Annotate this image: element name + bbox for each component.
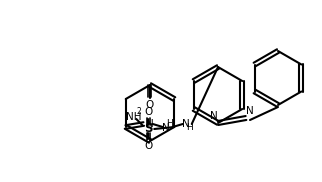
Text: NH: NH [127, 112, 142, 122]
Text: N: N [182, 119, 190, 129]
Text: O: O [146, 100, 154, 110]
Text: N: N [162, 123, 170, 133]
Text: H: H [186, 124, 193, 132]
Text: O: O [144, 141, 152, 151]
Text: S: S [144, 122, 153, 136]
Text: N: N [246, 106, 254, 116]
Text: H: H [166, 120, 173, 128]
Text: O: O [144, 107, 152, 117]
Text: N: N [146, 119, 154, 129]
Text: N: N [210, 111, 218, 121]
Text: 2: 2 [137, 106, 142, 116]
